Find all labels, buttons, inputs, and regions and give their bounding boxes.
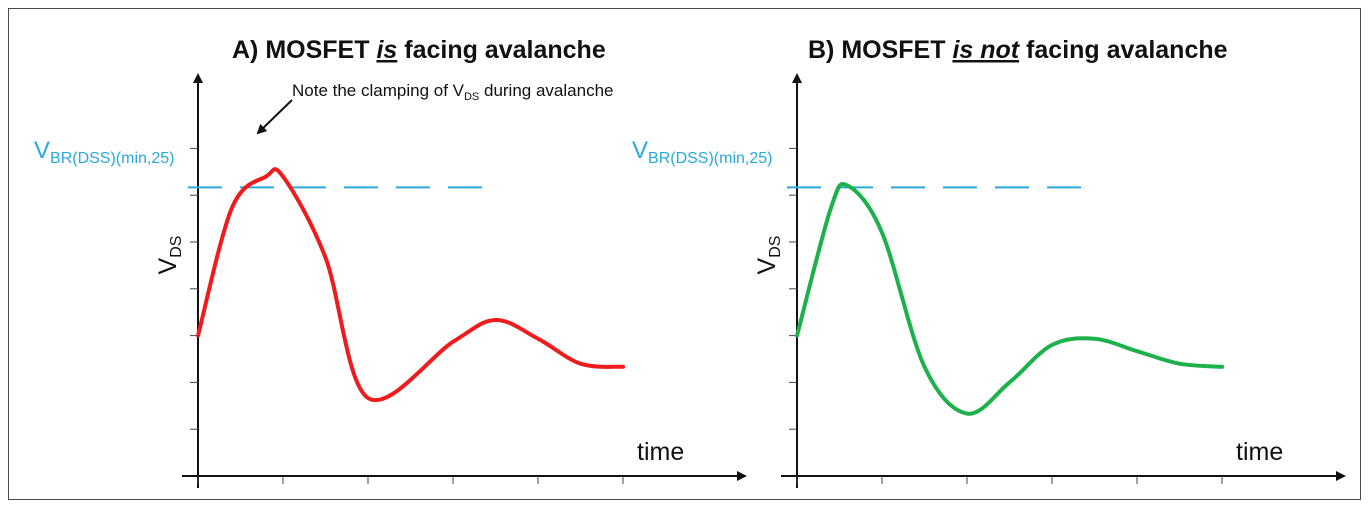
panel-a-annotation-prefix: Note the clamping of V: [292, 81, 465, 100]
panel-a-y-axis-label-main: V: [154, 257, 182, 274]
panel-b-threshold-label-sub: BR(DSS)(min,25): [648, 150, 772, 167]
panel-b-threshold-label-main: V: [632, 137, 648, 164]
panel-b-title: B) MOSFET is not facing avalanche: [808, 36, 1228, 64]
panel-a-annotation-arrow: [256, 99, 293, 135]
panel-a: A) MOSFET is facing avalanche time VDS V…: [34, 36, 747, 488]
panel-a-title-prefix: A) MOSFET: [232, 36, 376, 64]
panel-b-title-suffix: facing avalanche: [1019, 36, 1228, 64]
figure-frame: [8, 8, 1361, 500]
panel-a-x-axis-label: time: [637, 438, 684, 466]
panel-a-threshold-label-sub: BR(DSS)(min,25): [50, 150, 174, 167]
panel-a-title: A) MOSFET is facing avalanche: [232, 36, 606, 64]
panel-a-annotation: Note the clamping of VDS during avalanch…: [292, 81, 613, 103]
panel-b-x-axis-label: time: [1236, 438, 1283, 466]
panel-a-threshold-label: VBR(DSS)(min,25): [34, 137, 174, 167]
panel-a-y-axis-label: VDS: [154, 236, 185, 275]
panel-b-title-emphasis: is not: [952, 36, 1020, 64]
panel-a-axes: [182, 73, 747, 488]
panel-a-series-line: [196, 167, 625, 403]
panel-b-y-axis-label-sub: DS: [767, 236, 784, 258]
panel-b-y-axis-label-main: V: [753, 257, 781, 274]
panel-b-threshold-label: VBR(DSS)(min,25): [632, 137, 772, 167]
panel-a-annotation-suffix: during avalanche: [479, 81, 613, 100]
panel-b-y-axis-label: VDS: [753, 236, 784, 275]
panel-a-title-suffix: facing avalanche: [397, 36, 606, 64]
panel-b: B) MOSFET is not facing avalanche time V…: [632, 36, 1346, 488]
panel-a-title-emphasis: is: [376, 36, 397, 64]
panel-b-title-prefix: B) MOSFET: [808, 36, 952, 64]
panel-a-threshold-label-main: V: [34, 137, 50, 164]
panel-b-axes: [781, 73, 1346, 488]
panel-a-annotation-sub: DS: [464, 91, 479, 103]
panel-a-y-axis-label-sub: DS: [168, 236, 185, 258]
panel-b-series-line: [795, 182, 1224, 416]
